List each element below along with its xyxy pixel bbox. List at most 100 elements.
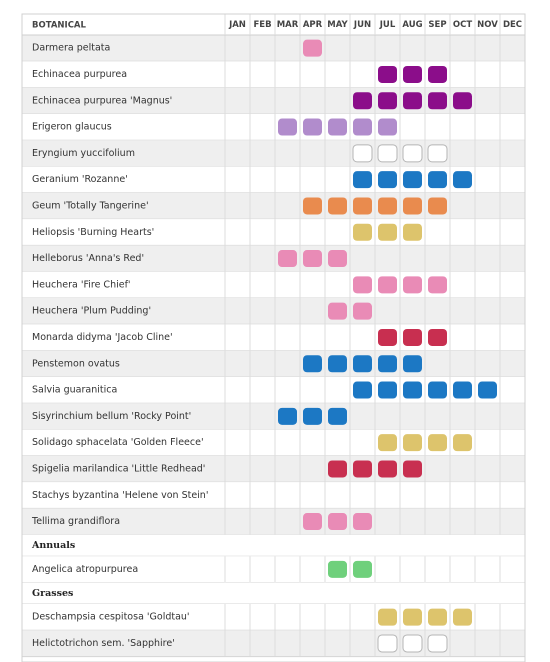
bloom-swatch <box>427 144 448 163</box>
bloom-swatch <box>428 328 447 346</box>
bloom-swatch <box>428 434 447 452</box>
bloom-swatch <box>402 144 423 163</box>
bloom-swatch <box>278 407 297 425</box>
bloom-swatch <box>328 250 347 268</box>
section-row <box>22 582 525 604</box>
bloom-swatch <box>377 634 398 653</box>
table-row <box>22 113 525 141</box>
bloom-swatch <box>378 118 397 136</box>
bloom-swatch <box>328 118 347 136</box>
bloom-swatch <box>378 92 397 110</box>
bloom-swatch <box>453 92 472 110</box>
plant-name: Salvia guaranitica <box>32 385 117 396</box>
bloom-swatch <box>378 65 397 83</box>
bloom-swatch <box>353 460 372 478</box>
month-header: OCT <box>453 20 472 30</box>
month-header: JAN <box>228 20 246 30</box>
bloom-swatch <box>278 250 297 268</box>
table-row <box>22 482 525 509</box>
plant-name: Geum 'Totally Tangerine' <box>32 200 149 211</box>
table-row <box>22 298 525 325</box>
plant-name: Eryngium yuccifolium <box>32 148 135 159</box>
plant-name: Stachys byzantina 'Helene von Stein' <box>32 490 208 501</box>
plant-name: Monarda didyma 'Jacob Cline' <box>32 332 173 343</box>
plant-name: Tellima grandiflora <box>31 516 120 527</box>
table-row <box>22 455 525 483</box>
bloom-swatch <box>303 407 322 425</box>
bloom-swatch <box>402 634 423 653</box>
bloom-swatch <box>353 197 372 215</box>
plant-name: Angelica atropurpurea <box>32 564 138 575</box>
month-header: NOV <box>477 20 498 30</box>
plant-name: Helictotrichon sem. 'Sapphire' <box>32 638 175 649</box>
bloom-swatch <box>353 381 372 399</box>
bloom-swatch <box>278 118 297 136</box>
month-header: MAR <box>277 20 299 30</box>
bloom-swatch <box>403 608 422 626</box>
bloom-swatch <box>403 434 422 452</box>
table-row <box>22 245 525 272</box>
bloom-swatch <box>378 197 397 215</box>
table-outline <box>21 13 526 662</box>
plant-name: Heuchera 'Plum Pudding' <box>32 306 151 317</box>
bloom-swatch <box>303 39 322 57</box>
section-row <box>22 534 525 557</box>
bloom-swatch <box>403 92 422 110</box>
bloom-swatch <box>378 460 397 478</box>
bloom-swatch <box>427 634 448 653</box>
header-botanical: BOTANICAL <box>32 21 87 31</box>
month-header: FEB <box>253 20 271 30</box>
month-header: JUL <box>379 20 396 30</box>
plant-name: Erigeron glaucus <box>32 122 112 133</box>
bloom-swatch <box>328 513 347 531</box>
bloom-swatch <box>453 434 472 452</box>
bloom-swatch <box>303 355 322 373</box>
bloom-swatch <box>378 355 397 373</box>
table-row <box>22 219 525 246</box>
bloom-swatch <box>303 250 322 268</box>
plant-name: Echinacea purpurea 'Magnus' <box>32 95 172 106</box>
bloom-swatch <box>428 197 447 215</box>
bloom-swatch <box>378 381 397 399</box>
section-label: Grasses <box>32 588 73 599</box>
bloom-swatch <box>328 302 347 320</box>
table-row <box>22 350 525 377</box>
bloom-swatch <box>353 92 372 110</box>
bloom-swatch <box>403 381 422 399</box>
bloom-swatch <box>377 144 398 163</box>
bloom-swatch <box>403 197 422 215</box>
plant-name: Helleborus 'Anna's Red' <box>32 253 144 264</box>
bloom-swatch <box>303 118 322 136</box>
bloom-swatch <box>378 276 397 294</box>
bloom-swatch <box>378 328 397 346</box>
bloom-swatch <box>403 65 422 83</box>
bloom-swatch <box>453 171 472 189</box>
bloom-swatch <box>403 355 422 373</box>
plant-name: Sisyrinchium bellum 'Rocky Point' <box>32 411 191 422</box>
plant-name: Solidago sphacelata 'Golden Fleece' <box>32 437 204 448</box>
plant-name: Spigelia marilandica 'Little Redhead' <box>32 463 205 474</box>
bloom-swatch <box>353 302 372 320</box>
month-header: APR <box>303 20 323 30</box>
table-row <box>22 403 525 430</box>
plant-name: Heliopsis 'Burning Hearts' <box>32 227 154 238</box>
bloom-swatch <box>378 434 397 452</box>
bloom-swatch <box>428 65 447 83</box>
bloom-swatch <box>353 276 372 294</box>
bloom-swatch <box>353 171 372 189</box>
bloom-swatch <box>328 460 347 478</box>
section-label: Annuals <box>31 540 75 551</box>
bloom-swatch <box>428 381 447 399</box>
bloom-swatch <box>428 276 447 294</box>
plant-name: Darmera peltata <box>32 43 110 54</box>
plant-name: Echinacea purpurea <box>32 69 127 80</box>
bloom-swatch <box>303 513 322 531</box>
bloom-swatch <box>403 223 422 241</box>
bloom-swatch <box>353 513 372 531</box>
bloom-swatch <box>453 381 472 399</box>
plant-name: Heuchera 'Fire Chief' <box>32 279 131 290</box>
bloom-swatch <box>353 560 372 578</box>
bloom-swatch <box>403 171 422 189</box>
bloom-swatch <box>428 608 447 626</box>
